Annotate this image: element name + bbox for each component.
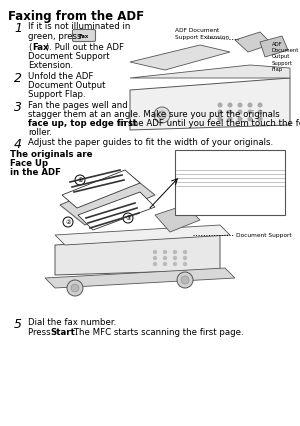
Circle shape — [238, 103, 242, 107]
Text: in the ADF: in the ADF — [10, 168, 61, 177]
Circle shape — [238, 117, 242, 121]
Polygon shape — [45, 268, 235, 288]
Text: stagger them at an angle. Make sure you put the originals: stagger them at an angle. Make sure you … — [28, 110, 280, 119]
Polygon shape — [60, 175, 155, 225]
Text: If it is not illuminated in: If it is not illuminated in — [28, 22, 130, 31]
Text: The originals are: The originals are — [10, 150, 92, 159]
Text: ①: ① — [77, 178, 83, 182]
Circle shape — [173, 256, 176, 259]
Text: ADF
Document
Output
Support
Flap: ADF Document Output Support Flap — [272, 42, 299, 72]
Text: Document Support: Document Support — [236, 233, 292, 238]
Circle shape — [67, 280, 83, 296]
Text: Face Up: Face Up — [10, 159, 48, 168]
Text: Press: Press — [28, 328, 53, 337]
Circle shape — [164, 262, 166, 265]
Text: ADF Document: ADF Document — [175, 28, 219, 33]
FancyBboxPatch shape — [73, 29, 95, 41]
Circle shape — [164, 256, 166, 259]
Circle shape — [173, 250, 176, 253]
Text: 2: 2 — [14, 72, 22, 85]
Text: Faxing from the ADF: Faxing from the ADF — [8, 10, 144, 23]
Circle shape — [184, 262, 187, 265]
Polygon shape — [130, 78, 290, 130]
Text: Adjust the paper guides to fit the width of your originals.: Adjust the paper guides to fit the width… — [28, 138, 273, 147]
Text: 3: 3 — [14, 101, 22, 114]
Text: Fax: Fax — [79, 34, 89, 38]
Text: Support Extension: Support Extension — [175, 35, 229, 40]
Polygon shape — [55, 225, 230, 245]
Text: Fan the pages well and: Fan the pages well and — [28, 101, 128, 110]
Circle shape — [258, 117, 262, 121]
Text: face up, top edge first: face up, top edge first — [28, 119, 137, 128]
Text: (: ( — [28, 43, 31, 52]
Circle shape — [173, 262, 176, 265]
Text: ). Pull out the ADF: ). Pull out the ADF — [46, 43, 124, 52]
Text: green, press: green, press — [28, 32, 82, 41]
Text: Start.: Start. — [50, 328, 78, 337]
Text: Document Support: Document Support — [28, 52, 110, 61]
Circle shape — [184, 250, 187, 253]
Polygon shape — [62, 170, 140, 208]
Circle shape — [228, 103, 232, 107]
Text: Extension.: Extension. — [28, 61, 73, 70]
Text: Support Flap.: Support Flap. — [28, 90, 86, 99]
Text: ③: ③ — [125, 216, 131, 221]
Text: ②: ② — [65, 219, 71, 225]
Text: 1: 1 — [14, 22, 22, 35]
Bar — [175, 150, 285, 215]
Circle shape — [154, 262, 157, 265]
Circle shape — [258, 110, 262, 114]
Circle shape — [181, 276, 189, 284]
Circle shape — [218, 117, 222, 121]
Circle shape — [248, 103, 252, 107]
Polygon shape — [260, 36, 288, 57]
Circle shape — [228, 110, 232, 114]
Text: Fax: Fax — [32, 43, 49, 52]
Circle shape — [154, 256, 157, 259]
Circle shape — [164, 250, 166, 253]
Circle shape — [154, 250, 157, 253]
Text: Document Output: Document Output — [28, 81, 106, 90]
Circle shape — [123, 213, 133, 223]
Polygon shape — [130, 45, 230, 70]
Circle shape — [154, 107, 170, 123]
Circle shape — [248, 110, 252, 114]
Circle shape — [218, 103, 222, 107]
Circle shape — [248, 117, 252, 121]
Circle shape — [238, 110, 242, 114]
Circle shape — [184, 256, 187, 259]
Circle shape — [177, 272, 193, 288]
Text: Unfold the ADF: Unfold the ADF — [28, 72, 93, 81]
Text: in the ADF until you feel them touch the feed: in the ADF until you feel them touch the… — [116, 119, 300, 128]
Circle shape — [158, 111, 166, 119]
Circle shape — [71, 284, 79, 292]
Text: 5: 5 — [14, 318, 22, 331]
Circle shape — [218, 110, 222, 114]
Polygon shape — [130, 65, 290, 78]
Text: 4: 4 — [14, 138, 22, 151]
Polygon shape — [55, 235, 220, 275]
Polygon shape — [155, 205, 200, 232]
Circle shape — [63, 217, 73, 227]
Text: roller.: roller. — [28, 128, 52, 137]
Polygon shape — [235, 32, 272, 52]
Circle shape — [75, 175, 85, 185]
Text: Dial the fax number.: Dial the fax number. — [28, 318, 116, 327]
Circle shape — [228, 117, 232, 121]
Polygon shape — [78, 192, 155, 230]
Circle shape — [258, 103, 262, 107]
Text: The MFC starts scanning the first page.: The MFC starts scanning the first page. — [71, 328, 244, 337]
